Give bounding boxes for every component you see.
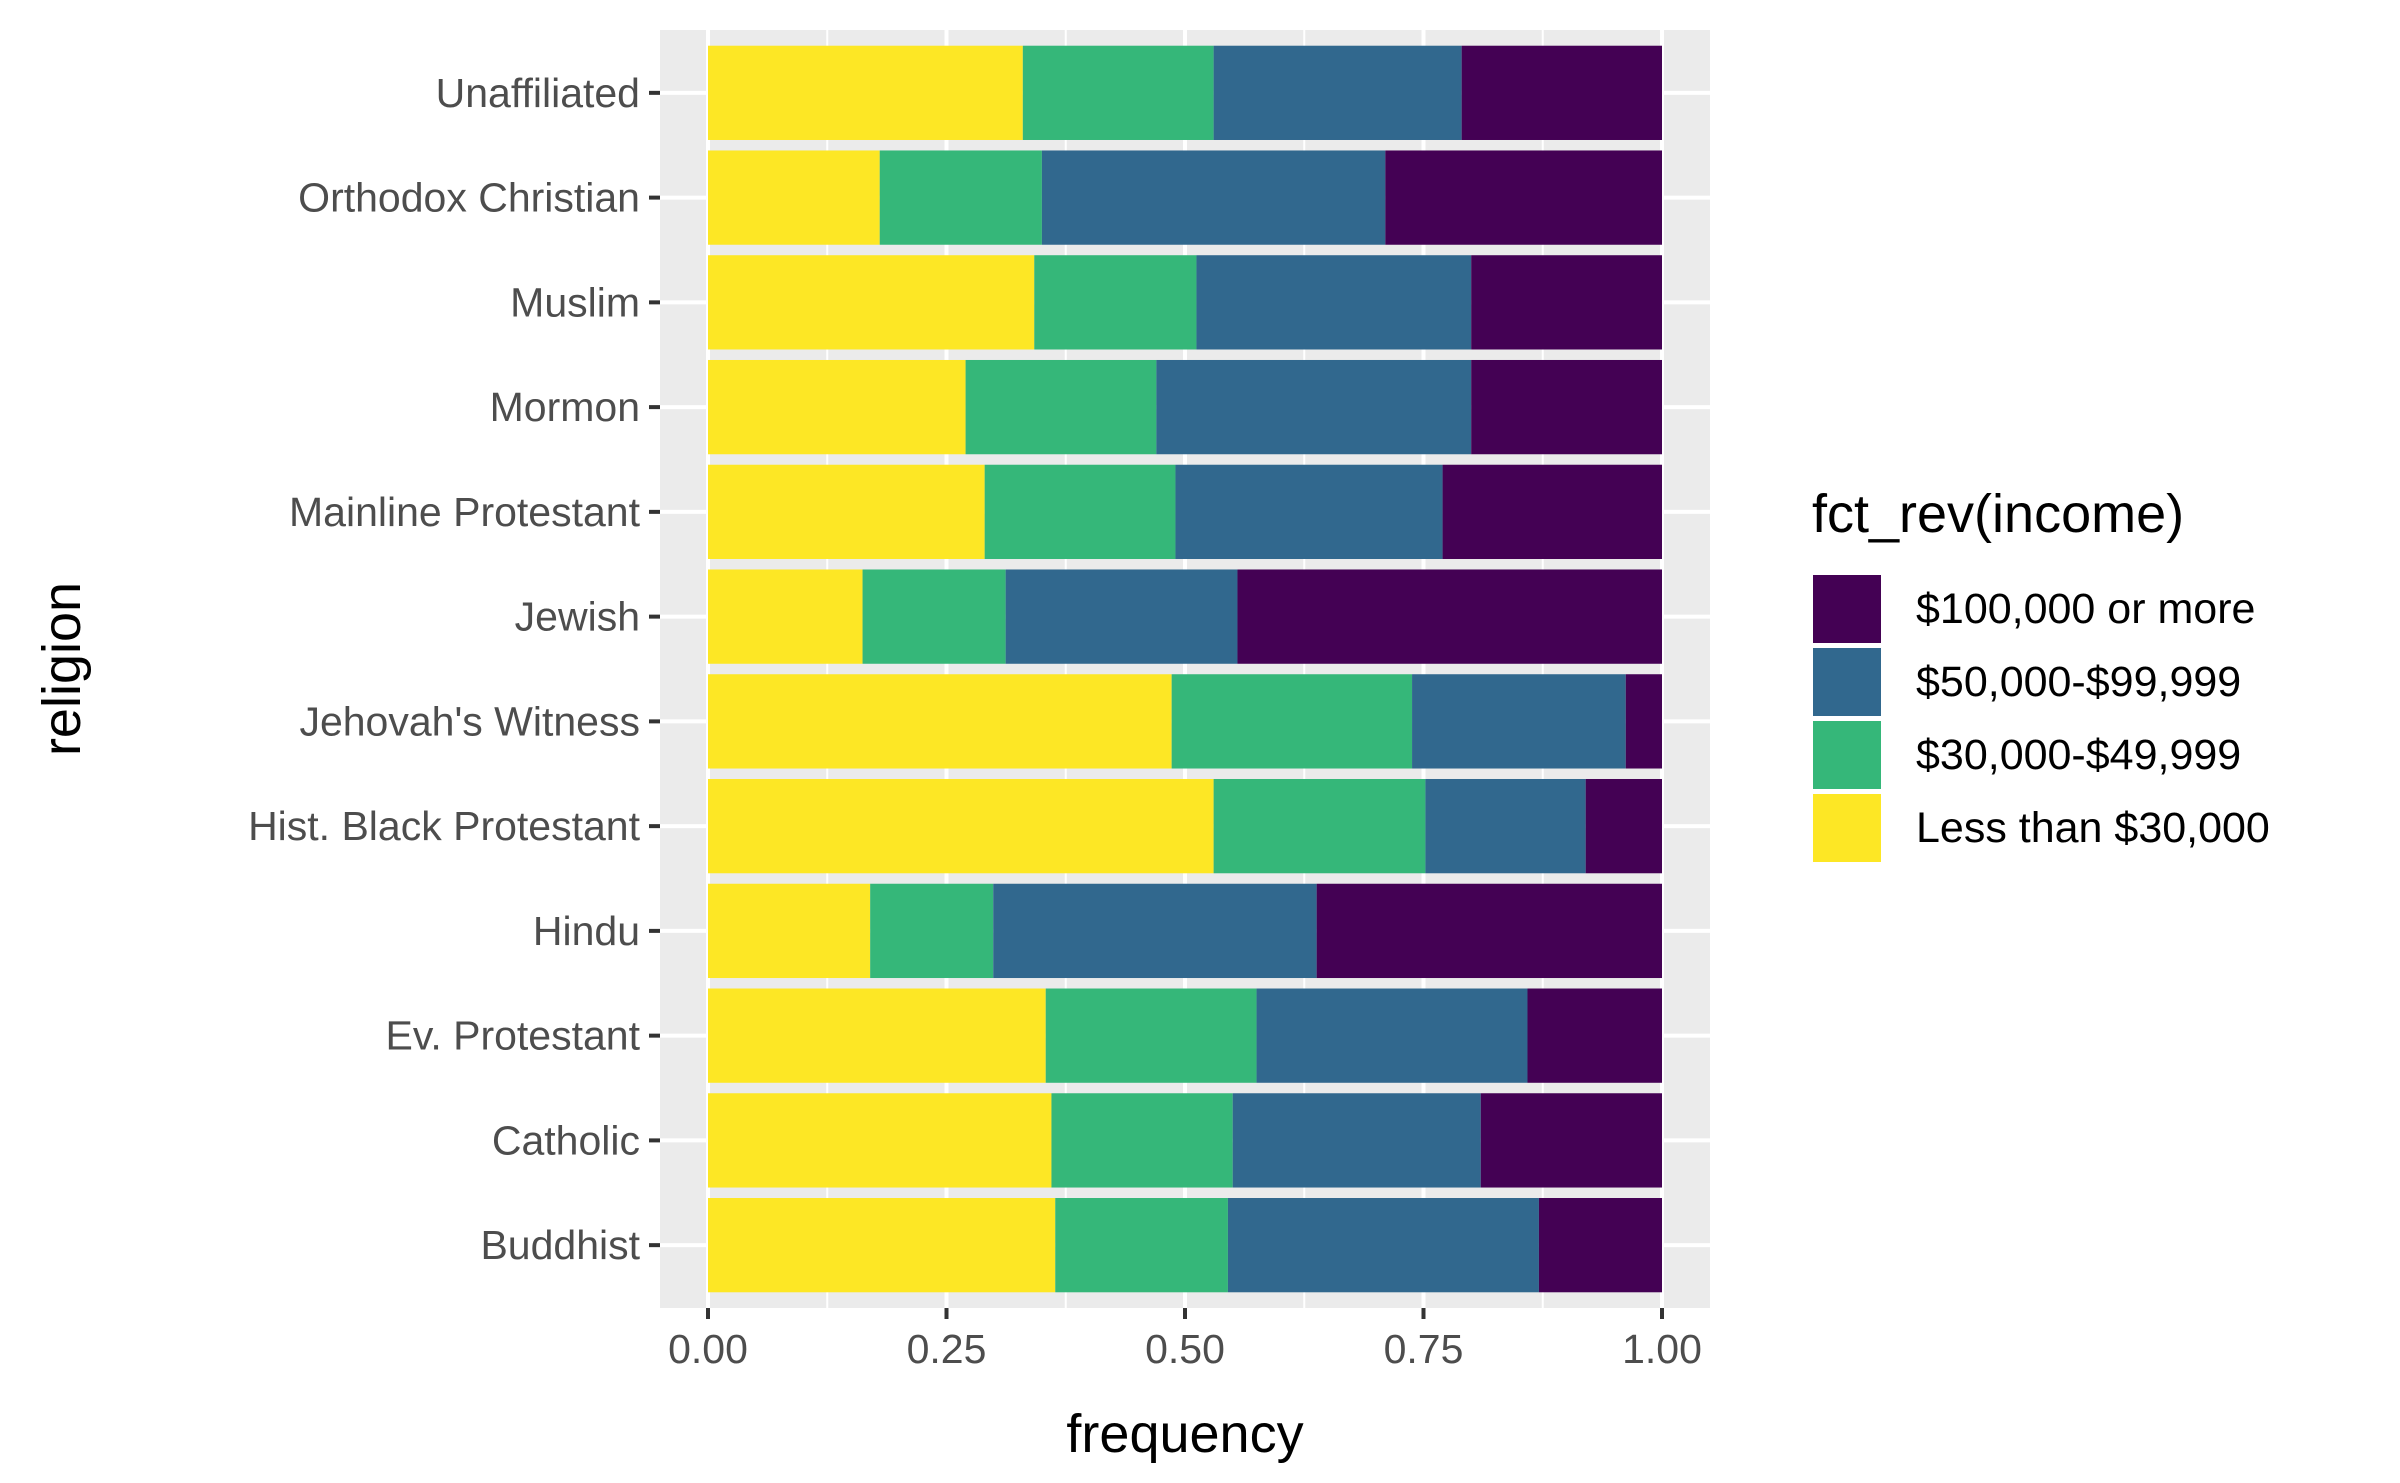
- bar-buddhist-less-than-30-000: [708, 1198, 1056, 1293]
- y-tick-label: Unaffiliated: [436, 70, 640, 116]
- bar-mormon-50-000-99-999: [1156, 359, 1472, 455]
- bar-jehovah-s-witness-30-000-49-999: [1171, 674, 1413, 769]
- bar-jehovah-s-witness-100-000-or-more: [1625, 674, 1662, 769]
- bar-muslim-100-000-or-more: [1471, 255, 1662, 350]
- bar-hindu-100-000-or-more: [1316, 883, 1662, 979]
- x-axis-title: frequency: [1066, 1404, 1303, 1464]
- x-axis: 0.00 0.25 0.50 0.75 1.00: [668, 1308, 1702, 1372]
- legend-label-50-000-99-999: $50,000-$99,999: [1916, 658, 2241, 706]
- bar-catholic-30-000-49-999: [1051, 1093, 1233, 1188]
- bar-orthodox-christian-100-000-or-more: [1385, 150, 1662, 245]
- x-tick-label: 0.75: [1384, 1326, 1464, 1372]
- bar-ev-protestant-less-than-30-000: [708, 988, 1046, 1083]
- bar-jewish-less-than-30-000: [708, 569, 863, 664]
- bar-muslim-50-000-99-999: [1196, 255, 1472, 350]
- bar-jewish-30-000-49-999: [862, 569, 1006, 664]
- y-tick-label: Catholic: [492, 1117, 640, 1163]
- bar-buddhist-50-000-99-999: [1227, 1198, 1539, 1293]
- legend: fct_rev(income) $100,000 or more $50,000-…: [1811, 484, 2270, 864]
- bar-catholic-50-000-99-999: [1232, 1093, 1481, 1188]
- bar-mormon-30-000-49-999: [965, 359, 1157, 455]
- y-tick-label: Mormon: [490, 384, 640, 430]
- bar-catholic-100-000-or-more: [1480, 1093, 1662, 1188]
- y-tick-label: Jehovah's Witness: [299, 698, 640, 744]
- y-tick-label: Hindu: [533, 908, 640, 954]
- y-axis: Buddhist Catholic Ev. Protestant Hindu Hist.…: [248, 70, 660, 1268]
- bar-mainline-protestant-30-000-49-999: [984, 464, 1176, 560]
- legend-key-50-000-99-999: [1811, 646, 1883, 718]
- x-tick-label: 0.25: [907, 1326, 987, 1372]
- bar-ev-protestant-50-000-99-999: [1256, 988, 1528, 1083]
- bar-orthodox-christian-50-000-99-999: [1041, 150, 1386, 245]
- bar-orthodox-christian-less-than-30-000: [708, 150, 880, 245]
- bar-catholic-less-than-30-000: [708, 1093, 1052, 1188]
- x-tick-label: 0.50: [1145, 1326, 1225, 1372]
- bar-unaffiliated-100-000-or-more: [1461, 45, 1662, 140]
- legend-label-30-000-49-999: $30,000-$49,999: [1916, 731, 2241, 779]
- bar-buddhist-100-000-or-more: [1538, 1198, 1662, 1293]
- bar-unaffiliated-less-than-30-000: [708, 45, 1023, 140]
- legend-key-less-than-30-000: [1811, 792, 1883, 864]
- bar-jewish-100-000-or-more: [1237, 569, 1662, 664]
- bar-muslim-less-than-30-000: [708, 255, 1035, 350]
- legend-label-100-000-or-more: $100,000 or more: [1916, 585, 2255, 633]
- bar-hindu-30-000-49-999: [870, 883, 994, 979]
- y-tick-label: Muslim: [510, 279, 640, 325]
- legend-title: fct_rev(income): [1812, 484, 2184, 544]
- y-tick-label: Hist. Black Protestant: [248, 803, 641, 849]
- legend-label-less-than-30-000: Less than $30,000: [1916, 804, 2270, 852]
- bar-jehovah-s-witness-50-000-99-999: [1412, 674, 1626, 769]
- legend-items: $100,000 or more $50,000-$99,999 $30,000-$…: [1811, 573, 2270, 864]
- bar-mormon-less-than-30-000: [708, 359, 966, 455]
- y-axis-title: religion: [32, 582, 92, 756]
- bar-hist-black-protestant-100-000-or-more: [1585, 778, 1662, 874]
- bar-hist-black-protestant-50-000-99-999: [1425, 778, 1586, 874]
- y-tick-label: Orthodox Christian: [298, 175, 640, 221]
- bar-unaffiliated-50-000-99-999: [1213, 45, 1462, 140]
- bar-hist-black-protestant-less-than-30-000: [708, 778, 1214, 874]
- legend-key-100-000-or-more: [1811, 573, 1883, 645]
- y-tick-label: Ev. Protestant: [386, 1013, 641, 1059]
- bar-jehovah-s-witness-less-than-30-000: [708, 674, 1172, 769]
- bar-hindu-less-than-30-000: [708, 883, 871, 979]
- bar-mainline-protestant-50-000-99-999: [1175, 464, 1443, 560]
- x-tick-label: 1.00: [1622, 1326, 1702, 1372]
- y-tick-label: Jewish: [515, 594, 640, 640]
- legend-key-30-000-49-999: [1811, 719, 1883, 791]
- bar-orthodox-christian-30-000-49-999: [879, 150, 1042, 245]
- bars-layer: [708, 45, 1662, 1293]
- bar-mainline-protestant-less-than-30-000: [708, 464, 985, 560]
- bar-buddhist-30-000-49-999: [1055, 1198, 1228, 1293]
- bar-hindu-50-000-99-999: [993, 883, 1317, 979]
- bar-mormon-100-000-or-more: [1471, 359, 1662, 455]
- bar-ev-protestant-100-000-or-more: [1527, 988, 1662, 1083]
- bar-jewish-50-000-99-999: [1005, 569, 1238, 664]
- y-tick-label: Mainline Protestant: [289, 489, 641, 535]
- x-tick-label: 0.00: [668, 1326, 748, 1372]
- bar-mainline-protestant-100-000-or-more: [1442, 464, 1662, 560]
- bar-unaffiliated-30-000-49-999: [1022, 45, 1214, 140]
- y-tick-label: Buddhist: [480, 1222, 640, 1268]
- bar-hist-black-protestant-30-000-49-999: [1213, 778, 1426, 874]
- bar-ev-protestant-30-000-49-999: [1045, 988, 1257, 1083]
- bar-muslim-30-000-49-999: [1034, 255, 1197, 350]
